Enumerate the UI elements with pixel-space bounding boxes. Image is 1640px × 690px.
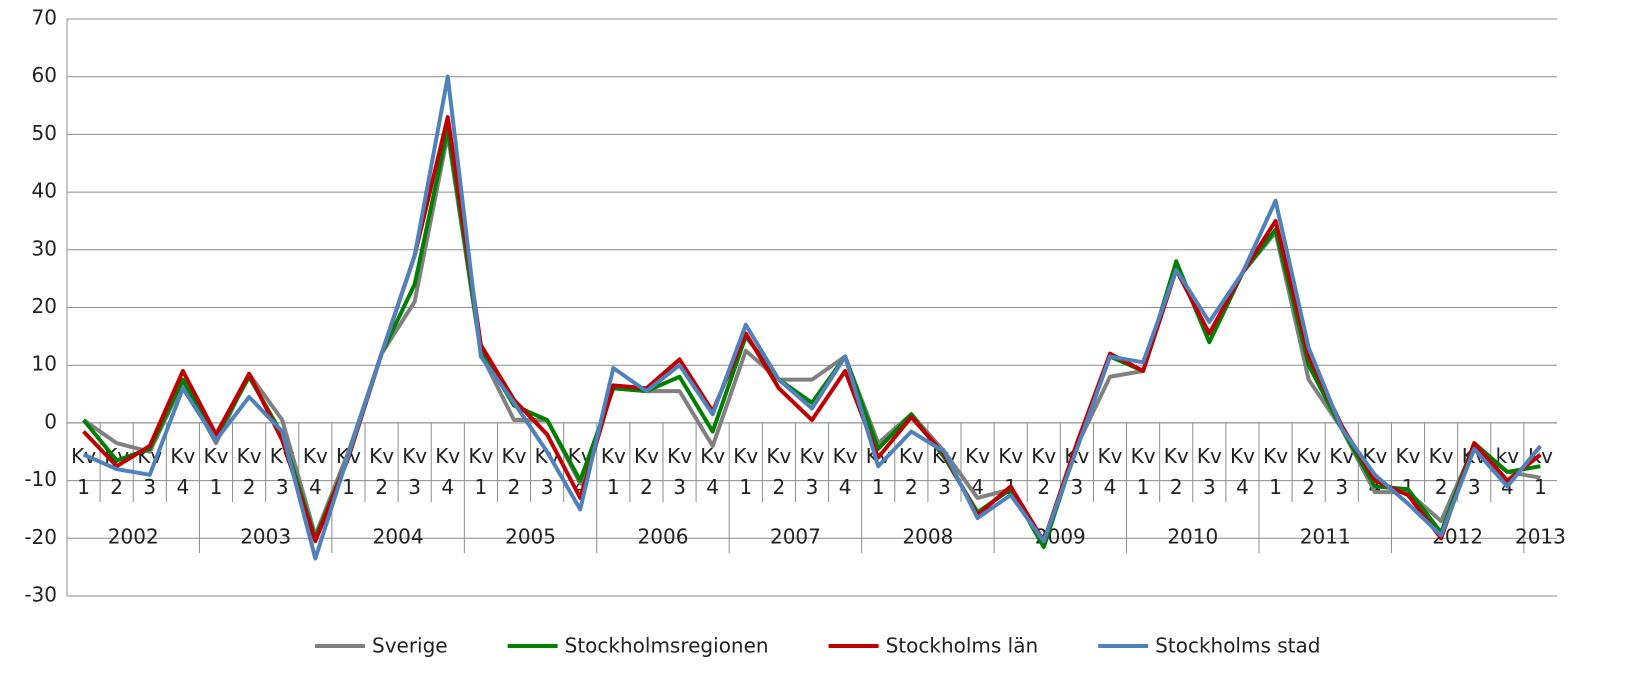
x-tick-label: Kv 2 bbox=[237, 444, 262, 499]
x-tick-label: Kv 1 bbox=[1396, 444, 1421, 499]
x-tick-label: Kv 4 bbox=[170, 444, 195, 499]
group-label: 2005 bbox=[505, 525, 556, 549]
y-tick-label: 0 bbox=[44, 409, 57, 433]
x-tick-label: Kv 1 bbox=[71, 444, 96, 499]
legend-label: Stockholms stad bbox=[1155, 634, 1320, 658]
group-label: 2002 bbox=[108, 525, 159, 549]
legend-label: Stockholms län bbox=[886, 634, 1039, 658]
x-tick-label: Kv 3 bbox=[402, 444, 427, 499]
x-tick-label: Kv 1 bbox=[601, 444, 626, 499]
x-tick-label: Kv 4 bbox=[303, 444, 328, 499]
x-tick-label: Kv 1 bbox=[866, 444, 891, 499]
x-tick-label: Kv 2 bbox=[502, 444, 527, 499]
group-label: 2008 bbox=[902, 525, 953, 549]
group-label: 2011 bbox=[1300, 525, 1351, 549]
x-tick-label: Kv 3 bbox=[667, 444, 692, 499]
group-label: 2003 bbox=[240, 525, 291, 549]
y-tick-label: -30 bbox=[24, 583, 57, 607]
x-tick-label: Kv 2 bbox=[369, 444, 394, 499]
x-tick-label: Kv 4 bbox=[833, 444, 858, 499]
x-tick-label: Kv 2 bbox=[899, 444, 924, 499]
x-tick-label: Kv 2 bbox=[1429, 444, 1454, 499]
series-line bbox=[82, 115, 1542, 544]
x-tick-label: Kv 2 bbox=[1164, 444, 1189, 499]
x-tick-label: Kv 2 bbox=[1296, 444, 1321, 499]
y-tick-label: -10 bbox=[24, 467, 57, 491]
x-tick-label: Kv 1 bbox=[1131, 444, 1156, 499]
group-label: 2004 bbox=[373, 525, 424, 549]
x-tick-label: Kv 1 bbox=[468, 444, 493, 499]
x-tick-label: Kv 3 bbox=[800, 444, 825, 499]
y-tick-label: 20 bbox=[32, 294, 57, 318]
y-tick-label: 40 bbox=[32, 179, 57, 203]
y-tick-label: 60 bbox=[32, 63, 57, 87]
y-tick-label: 10 bbox=[32, 352, 57, 376]
x-tick-label: Kv 4 bbox=[435, 444, 460, 499]
legend-label: Stockholmsregionen bbox=[565, 634, 769, 658]
x-tick-label: Kv 1 bbox=[1528, 444, 1553, 499]
y-tick-label: 70 bbox=[32, 6, 57, 30]
x-tick-label: Kv 2 bbox=[634, 444, 659, 499]
x-tick-label: Kv 2 bbox=[766, 444, 791, 499]
x-tick-label: Kv 4 bbox=[1230, 444, 1255, 499]
series-line bbox=[82, 74, 1542, 561]
x-tick-label: Kv 3 bbox=[1329, 444, 1354, 499]
group-label: 2013 bbox=[1515, 525, 1566, 549]
y-tick-label: -20 bbox=[24, 525, 57, 549]
x-tick-label: Kv 2 bbox=[1031, 444, 1056, 499]
x-tick-label: Kv 4 bbox=[965, 444, 990, 499]
y-tick-label: 50 bbox=[32, 121, 57, 145]
legend-label: Sverige bbox=[372, 634, 448, 658]
x-tick-label: Kv 1 bbox=[204, 444, 229, 499]
group-label: 2010 bbox=[1167, 525, 1218, 549]
x-tick-label: Kv 1 bbox=[1263, 444, 1288, 499]
y-tick-label: 30 bbox=[32, 236, 57, 260]
x-tick-label: Kv 4 bbox=[1098, 444, 1123, 499]
x-tick-label: Kv 1 bbox=[733, 444, 758, 499]
x-tick-label: Kv 4 bbox=[700, 444, 725, 499]
group-label: 2007 bbox=[770, 525, 821, 549]
x-tick-label: Kv 3 bbox=[1197, 444, 1222, 499]
group-label: 2006 bbox=[638, 525, 689, 549]
